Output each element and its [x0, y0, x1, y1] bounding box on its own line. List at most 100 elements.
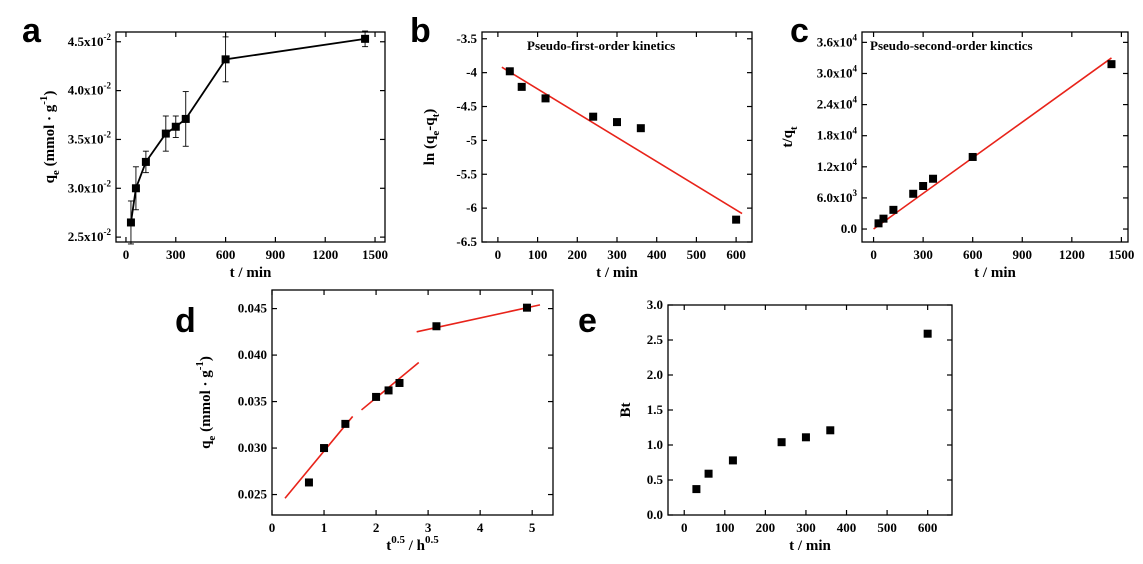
fit-line-c-0 [873, 57, 1112, 230]
y-tick-label-b: -6 [466, 200, 477, 215]
data-point-c [1107, 60, 1116, 69]
x-tick-label-e: 300 [796, 520, 816, 535]
x-tick-label-c: 1200 [1059, 247, 1085, 262]
y-tick-label-d: 0.030 [238, 440, 267, 455]
x-tick-label-c: 300 [913, 247, 933, 262]
x-axis-label-d: t0.5 / h0.5 [386, 534, 439, 554]
panel-letter-b: b [410, 12, 431, 50]
y-tick-label-d: 0.040 [238, 347, 267, 362]
panel-letter-c: c [790, 12, 809, 50]
x-tick-label-e: 500 [877, 520, 897, 535]
y-tick-label-c: 3.6x104 [817, 32, 858, 49]
data-point-b [505, 67, 514, 76]
data-point-e [826, 426, 835, 435]
x-tick-label-e: 400 [837, 520, 857, 535]
data-point-d [432, 322, 441, 331]
x-tick-label-d: 4 [477, 520, 484, 535]
y-tick-label-c: 1.8x104 [817, 126, 858, 143]
data-point-b [541, 94, 550, 103]
x-tick-label-a: 600 [216, 247, 236, 262]
x-tick-label-b: 100 [528, 247, 548, 262]
x-tick-label-b: 400 [647, 247, 667, 262]
y-tick-label-b: -4.5 [456, 99, 477, 114]
x-axis-label-a: t / min [230, 265, 272, 281]
x-axis-label-c: t / min [974, 265, 1016, 281]
data-point-a [141, 157, 150, 166]
y-axis-label-c: t/qt [780, 126, 800, 148]
x-tick-label-c: 600 [963, 247, 983, 262]
panel-letter-d: d [175, 302, 196, 340]
data-point-e [692, 485, 701, 494]
x-tick-label-e: 200 [756, 520, 776, 535]
y-tick-label-b: -4 [466, 65, 477, 80]
x-tick-label-d: 3 [425, 520, 432, 535]
data-point-a [171, 122, 180, 131]
data-point-a [131, 184, 140, 193]
y-tick-label-e: 2.0 [647, 367, 663, 382]
x-tick-label-a: 1200 [312, 247, 338, 262]
data-point-b [636, 124, 645, 133]
x-tick-label-b: 500 [687, 247, 707, 262]
data-point-a [221, 55, 230, 64]
y-tick-label-e: 0.5 [647, 472, 664, 487]
panel-c: c 0 300 600 900 1200 1500 0.0 6.0x103 1.2x104 1.8… [780, 12, 1134, 281]
y-tick-label-e: 0.0 [647, 507, 663, 522]
x-tick-label-a: 1500 [362, 247, 388, 262]
data-point-b [517, 82, 526, 91]
x-tick-label-d: 2 [373, 520, 380, 535]
y-axis-label-b: ln (qe-qt) [422, 109, 442, 166]
data-point-e [704, 469, 713, 478]
data-point-c [889, 205, 898, 214]
x-tick-label-c: 0 [870, 247, 877, 262]
x-tick-label-a: 0 [123, 247, 130, 262]
x-tick-label-e: 600 [918, 520, 938, 535]
data-point-d [395, 378, 404, 387]
y-axis-label-e: Bt [618, 402, 634, 417]
panel-e: e 0 100 200 300 400 500 600 0.0 0.5 1.0 1.5 2.0 2.5 3… [578, 297, 953, 554]
y-tick-label-c: 6.0x103 [817, 188, 858, 205]
data-point-c [909, 189, 918, 198]
data-point-d [372, 392, 381, 401]
series-line-a [130, 37, 366, 223]
y-tick-label-b: -3.5 [456, 31, 477, 46]
data-point-d [304, 478, 313, 487]
plot-frame-d [271, 289, 554, 516]
x-tick-label-e: 0 [681, 520, 688, 535]
data-point-a [161, 129, 170, 138]
x-tick-label-a: 300 [166, 247, 186, 262]
x-tick-label-b: 600 [726, 247, 746, 262]
y-tick-label-b: -5 [466, 132, 477, 147]
y-tick-label-c: 3.0x104 [817, 63, 858, 80]
y-tick-label-e: 1.0 [647, 437, 663, 452]
data-point-c [929, 174, 938, 183]
y-tick-label-a: 4.5x10-2 [68, 32, 112, 49]
y-tick-label-a: 4.0x10-2 [68, 81, 112, 98]
x-tick-label-b: 0 [495, 247, 502, 262]
chart-title-c: Pseudo-second-order kinctics [870, 38, 1033, 53]
x-tick-label-e: 100 [715, 520, 735, 535]
x-tick-label-a: 900 [266, 247, 286, 262]
x-tick-label-d: 5 [529, 520, 536, 535]
y-tick-label-d: 0.045 [238, 301, 268, 316]
x-tick-label-c: 1500 [1108, 247, 1134, 262]
data-point-a [361, 34, 370, 43]
y-tick-label-d: 0.025 [238, 487, 268, 502]
data-point-d [320, 444, 329, 453]
y-axis-label-a: qe (mmol · g-1) [38, 91, 62, 184]
y-tick-label-c: 1.2x104 [817, 157, 858, 174]
panel-letter-e: e [578, 302, 597, 340]
data-point-e [801, 433, 810, 442]
data-point-b [613, 118, 621, 127]
data-point-d [384, 386, 393, 395]
panel-d: d 0 1 2 3 4 5 0.025 0.030 0.035 0.040 0.045 t0.5 / … [175, 289, 554, 554]
data-point-d [341, 419, 350, 428]
y-tick-label-e: 3.0 [647, 297, 663, 312]
data-point-d [522, 303, 531, 312]
fit-line-d-0 [284, 415, 354, 499]
x-tick-label-b: 200 [568, 247, 588, 262]
x-tick-label-d: 1 [321, 520, 328, 535]
plot-frame-e [667, 304, 953, 516]
data-point-b [732, 215, 741, 224]
y-tick-label-a: 2.5x10-2 [68, 227, 112, 244]
